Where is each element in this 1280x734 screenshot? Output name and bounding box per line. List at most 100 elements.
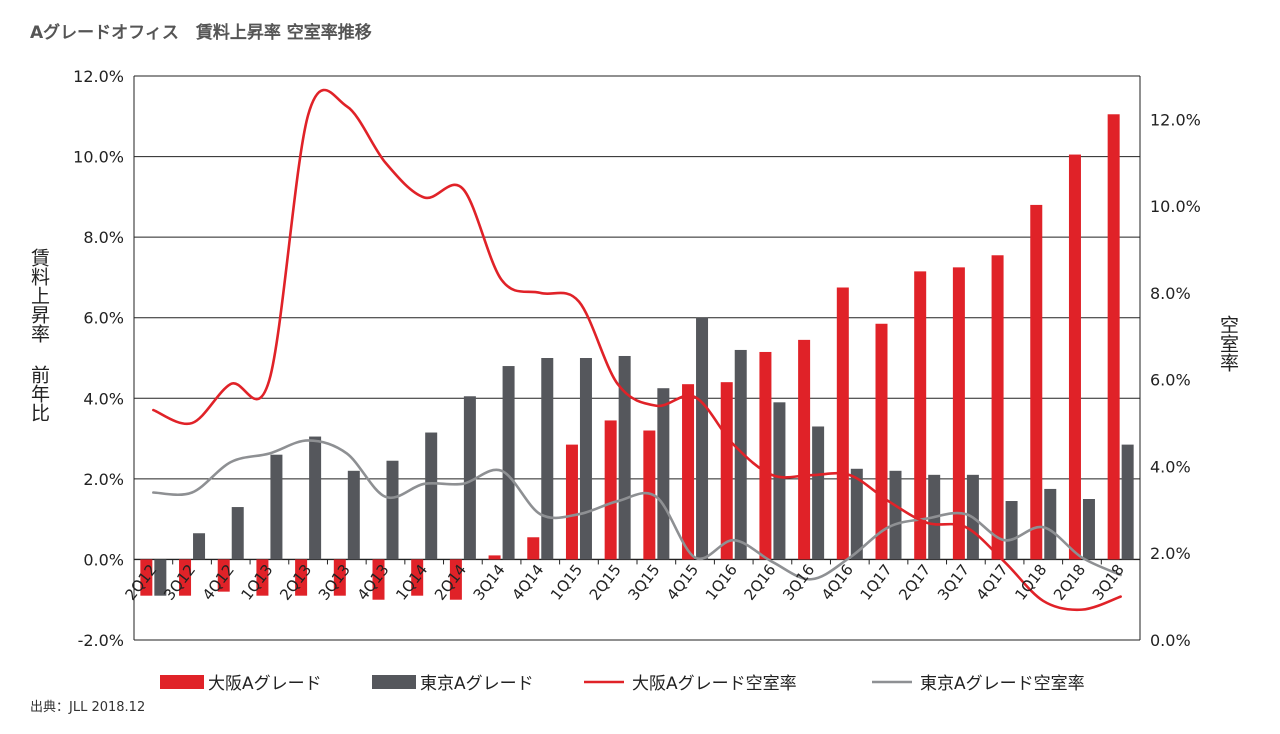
line-osaka-vacancy [152,88,1122,612]
x-tick-label: 2Q18 [1050,561,1089,604]
bar-osaka [488,555,501,560]
bar-tokyo [193,533,206,560]
y-ticks-left: 12.0% 10.0% 8.0% 6.0% 4.0% 2.0% 0.0% -2.0% [73,67,124,650]
y-axis-label-left: 賃料上昇率 前年比 [28,248,50,422]
bar-tokyo [618,355,631,560]
legend-osaka-line-label: 大阪Aグレード空室率 [632,674,797,694]
bar-tokyo [347,470,360,560]
x-tick-label: 3Q18 [1089,561,1128,604]
y-tick-label: 4.0% [83,389,124,408]
bar-osaka [991,255,1004,560]
bar-tokyo [850,468,863,560]
bar-osaka [411,559,424,596]
x-tick-label: 4Q12 [199,561,238,604]
legend-osaka-bar-label: 大阪Aグレード [208,674,322,694]
y-tick-label: 12.0% [73,67,124,86]
y-tick-label: 0.0% [83,550,124,569]
y2-tick-label: 12.0% [1150,110,1201,129]
bar-osaka [565,444,578,560]
line-tokyo-vacancy [152,439,1122,581]
bar-tokyo [386,460,399,560]
bar-tokyo [1121,444,1134,560]
bar-tokyo [502,366,515,560]
bar-tokyo [309,436,322,560]
legend: 大阪Aグレード 東京Aグレード 大阪Aグレード空室率 東京Aグレード空室率 [160,674,1085,694]
y-tick-label: 10.0% [73,148,124,167]
bar-osaka [140,559,153,596]
x-tick-label: 1Q17 [857,561,896,604]
bar-osaka [527,537,540,560]
legend-osaka-bar-swatch [160,675,204,689]
x-tick-label: 2Q15 [586,561,625,604]
bar-tokyo [579,358,592,560]
bar-osaka [604,420,617,560]
y-tick-label: -2.0% [78,631,124,650]
x-ticks: 2Q12 3Q12 4Q12 1Q13 2Q13 3Q13 4Q13 1Q14 2Q14 3Q14… [121,559,1128,604]
x-tick-label: 4Q15 [663,561,702,604]
y2-tick-label: 8.0% [1150,284,1191,303]
y2-tick-label: 0.0% [1150,631,1191,650]
bar-tokyo [270,454,283,560]
x-tick-label: 4Q17 [973,561,1012,604]
line-series [152,88,1122,612]
bar-tokyo [1005,501,1018,560]
x-tick-label: 1Q13 [237,561,276,604]
x-tick-label: 1Q14 [392,561,431,604]
bar-tokyo [1082,499,1095,560]
y-ticks-right: 12.0% 10.0% 8.0% 6.0% 4.0% 2.0% 0.0% [1150,110,1201,650]
bar-tokyo [889,470,902,560]
y-axis-label-right: 空室率 [1217,315,1239,372]
legend-tokyo-bar-swatch [372,675,416,689]
bar-tokyo [657,388,670,560]
bar-osaka [1068,154,1081,560]
bar-osaka [952,267,965,560]
bar-tokyo [734,349,747,560]
bar-osaka [179,559,192,596]
bar-osaka [372,559,385,600]
bar-osaka [914,271,927,560]
y2-tick-label: 2.0% [1150,544,1191,563]
x-tick-label: 4Q14 [508,561,547,604]
y-tick-label: 6.0% [83,309,124,328]
y2-tick-label: 6.0% [1150,371,1191,390]
legend-tokyo-bar-label: 東京Aグレード [420,674,534,694]
bar-osaka [1030,204,1043,560]
bar-osaka [449,559,462,600]
bar-tokyo [425,432,438,560]
x-tick-label: 2Q16 [740,561,779,604]
x-tick-label: 3Q13 [315,561,354,604]
x-tick-label: 1Q16 [702,561,741,604]
x-tick-label: 2Q13 [276,561,315,604]
bar-osaka [217,559,230,592]
x-tick-label: 1Q15 [547,561,586,604]
bar-osaka [333,559,346,596]
y-tick-label: 2.0% [83,470,124,489]
y2-tick-label: 10.0% [1150,197,1201,216]
bar-osaka [798,339,811,560]
bar-osaka [256,559,269,596]
bar-tokyo [541,358,554,560]
bar-osaka [295,559,308,596]
axes [133,76,1141,640]
bar-tokyo [696,317,709,560]
chart-title: Aグレードオフィス 賃料上昇率 空室率推移 [30,23,372,43]
x-tick-label: 1Q18 [1011,561,1050,604]
bar-tokyo [773,402,786,560]
bar-tokyo [1044,488,1057,560]
source-note: 出典：JLL 2018.12 [30,700,146,715]
x-tick-label: 3Q16 [779,561,818,604]
bar-tokyo [154,559,167,596]
bar-osaka [682,384,695,560]
x-tick-label: 2Q17 [895,561,934,604]
bar-osaka [759,351,772,560]
bar-osaka [643,430,656,560]
bar-osaka [836,287,849,560]
bar-tokyo [231,507,244,560]
gridlines [134,75,1140,641]
x-tick-label: 3Q15 [624,561,663,604]
y-tick-label: 8.0% [83,228,124,247]
bar-series [140,114,1134,600]
bar-osaka [720,382,733,560]
x-tick-label: 3Q14 [470,561,509,604]
